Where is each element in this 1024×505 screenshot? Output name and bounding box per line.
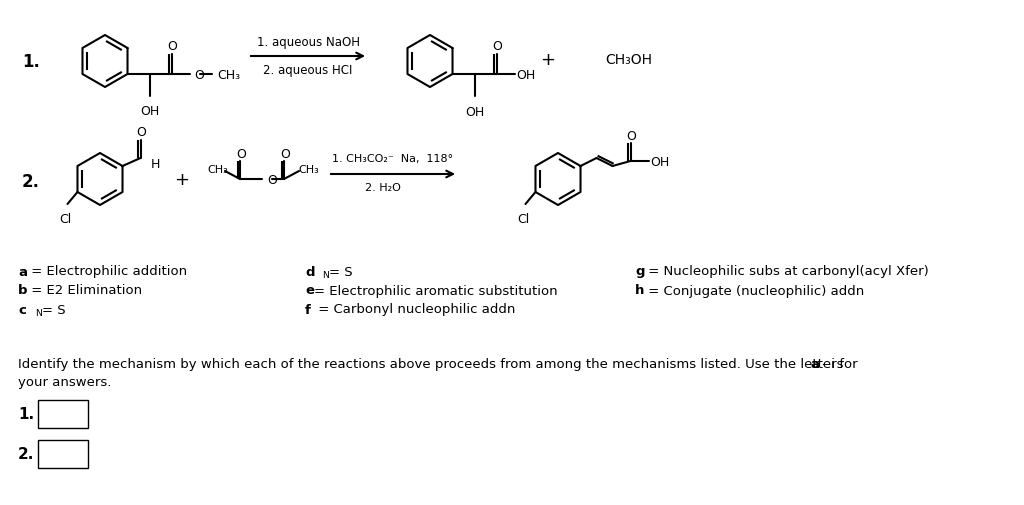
Text: +: + [174, 171, 189, 189]
Text: e: e [305, 284, 314, 297]
Text: your answers.: your answers. [18, 375, 112, 388]
Text: = Electrophilic addition: = Electrophilic addition [27, 265, 186, 278]
Text: c: c [18, 303, 26, 316]
Text: O: O [195, 68, 205, 81]
Bar [38, 440, 88, 468]
Text: = Conjugate (nucleophilic) addn: = Conjugate (nucleophilic) addn [643, 284, 864, 297]
Text: 2.: 2. [18, 446, 35, 462]
Text: = Carbonyl nucleophilic addn: = Carbonyl nucleophilic addn [313, 303, 515, 316]
Text: = S: = S [329, 265, 352, 278]
Text: CH₃: CH₃ [207, 165, 228, 175]
Text: = E2 Elimination: = E2 Elimination [27, 284, 141, 297]
Text: O: O [168, 39, 177, 53]
Text: a: a [810, 358, 819, 370]
Text: CH₃OH: CH₃OH [605, 53, 652, 67]
Text: CH₃: CH₃ [298, 165, 318, 175]
Text: Cl: Cl [59, 213, 72, 226]
Text: 2. H₂O: 2. H₂O [366, 183, 401, 192]
Text: N: N [323, 270, 329, 279]
Text: 1. CH₃CO₂⁻  Na,  118°: 1. CH₃CO₂⁻ Na, 118° [333, 154, 454, 164]
Text: d: d [305, 265, 314, 278]
Text: O: O [280, 147, 290, 160]
Text: O: O [493, 39, 503, 53]
Text: OH: OH [516, 68, 536, 81]
Text: OH: OH [140, 105, 159, 118]
Text: 2. aqueous HCI: 2. aqueous HCI [263, 63, 352, 76]
Text: +: + [541, 51, 555, 69]
Text: O: O [136, 126, 146, 139]
Text: O: O [267, 173, 276, 186]
Text: O: O [627, 129, 637, 142]
Text: O: O [237, 147, 246, 160]
Text: = Nucleophilic subs at carbonyl(acyl Xfer): = Nucleophilic subs at carbonyl(acyl Xfe… [643, 265, 929, 278]
Text: 2.: 2. [22, 173, 40, 190]
Text: 1.: 1. [22, 53, 40, 71]
Text: 1.: 1. [18, 407, 34, 422]
Text: OH: OH [465, 106, 484, 119]
Text: = Electrophilic aromatic substitution: = Electrophilic aromatic substitution [313, 284, 557, 297]
Text: - i for: - i for [818, 358, 858, 370]
Text: = S: = S [42, 303, 66, 316]
Text: N: N [35, 308, 42, 317]
Text: g: g [635, 265, 644, 278]
Text: CH₃: CH₃ [217, 68, 241, 81]
Text: h: h [635, 284, 644, 297]
Text: 1. aqueous NaOH: 1. aqueous NaOH [256, 35, 359, 48]
Text: Cl: Cl [517, 213, 529, 226]
Text: a: a [18, 265, 27, 278]
Bar [38, 400, 88, 428]
Text: H: H [151, 157, 160, 170]
Text: OH: OH [650, 155, 670, 168]
Text: f: f [305, 303, 311, 316]
Text: b: b [18, 284, 28, 297]
Text: Identify the mechanism by which each of the reactions above proceeds from among : Identify the mechanism by which each of … [18, 358, 848, 370]
